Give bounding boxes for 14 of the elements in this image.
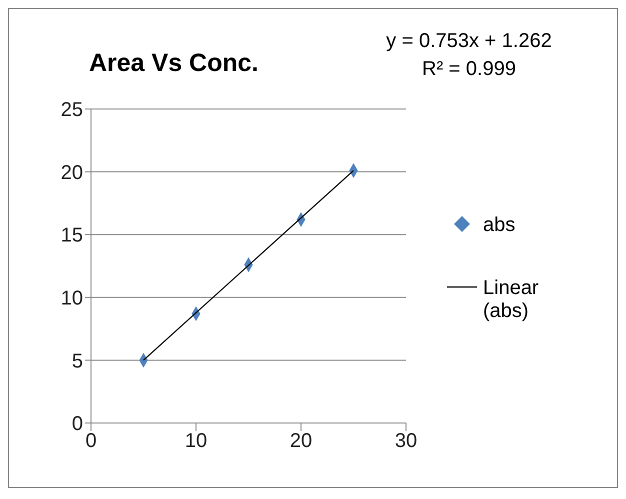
- x-tick-label: 20: [290, 430, 312, 452]
- y-tick-label: 5: [72, 350, 83, 372]
- y-tick-label: 15: [60, 224, 83, 247]
- y-tick-label: 20: [60, 162, 83, 184]
- legend-label: abs: [483, 214, 516, 237]
- x-tick-label: 30: [394, 430, 418, 452]
- chart-title: Area Vs Conc.: [89, 49, 259, 78]
- legend-label: Linear (abs): [483, 277, 540, 323]
- y-tick-label: 0: [72, 413, 83, 436]
- text: R² = 0.999: [421, 57, 517, 82]
- y-tick-label: 25: [60, 99, 83, 122]
- y-tick-label: 10: [60, 288, 83, 310]
- text: y = 0.753x + 1.262: [385, 29, 553, 54]
- x-tick-label: 10: [184, 430, 208, 452]
